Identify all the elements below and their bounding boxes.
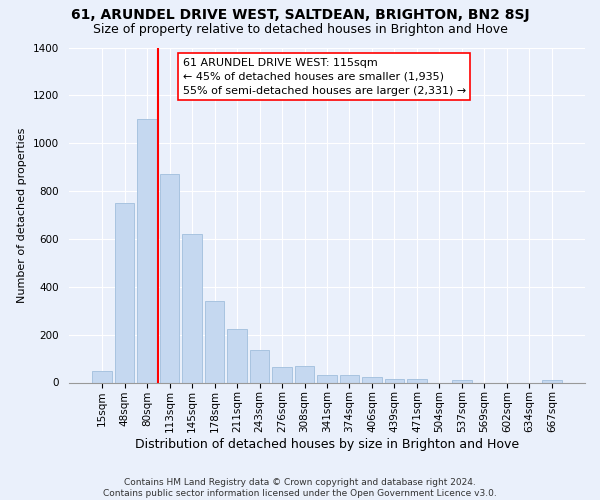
Bar	[137, 120, 157, 382]
Bar	[272, 367, 292, 382]
Bar	[340, 376, 359, 382]
Text: Contains HM Land Registry data © Crown copyright and database right 2024.
Contai: Contains HM Land Registry data © Crown c…	[103, 478, 497, 498]
Text: 61 ARUNDEL DRIVE WEST: 115sqm
← 45% of detached houses are smaller (1,935)
55% o: 61 ARUNDEL DRIVE WEST: 115sqm ← 45% of d…	[182, 58, 466, 96]
Bar	[250, 350, 269, 382]
Text: Size of property relative to detached houses in Brighton and Hove: Size of property relative to detached ho…	[92, 22, 508, 36]
Bar	[452, 380, 472, 382]
X-axis label: Distribution of detached houses by size in Brighton and Hove: Distribution of detached houses by size …	[135, 438, 519, 451]
Bar	[205, 301, 224, 382]
Text: 61, ARUNDEL DRIVE WEST, SALTDEAN, BRIGHTON, BN2 8SJ: 61, ARUNDEL DRIVE WEST, SALTDEAN, BRIGHT…	[71, 8, 529, 22]
Bar	[182, 234, 202, 382]
Bar	[295, 366, 314, 382]
Bar	[227, 328, 247, 382]
Bar	[407, 379, 427, 382]
Bar	[385, 379, 404, 382]
Bar	[542, 380, 562, 382]
Bar	[317, 376, 337, 382]
Bar	[160, 174, 179, 382]
Y-axis label: Number of detached properties: Number of detached properties	[17, 128, 28, 302]
Bar	[362, 376, 382, 382]
Bar	[115, 203, 134, 382]
Bar	[92, 370, 112, 382]
